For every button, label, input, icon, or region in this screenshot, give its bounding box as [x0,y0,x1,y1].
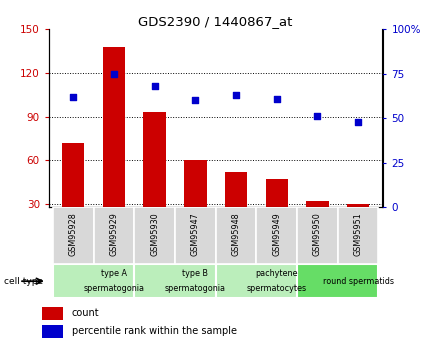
Text: cell type: cell type [4,277,43,286]
Bar [134,207,175,264]
Text: GSM95948: GSM95948 [232,213,241,256]
Bar [42,307,62,320]
Bar [256,207,297,264]
Text: GSM95949: GSM95949 [272,213,281,256]
Bar [215,207,256,264]
Bar [266,179,288,248]
Text: GSM95950: GSM95950 [313,213,322,256]
Bar [62,143,85,248]
Text: type A: type A [101,269,127,278]
Bar [103,47,125,248]
Bar [134,264,215,298]
Bar [297,264,378,298]
Bar [225,172,247,248]
Bar [42,325,62,337]
Bar [297,207,338,264]
Bar [338,207,378,264]
Bar [215,264,297,298]
Bar [306,201,329,248]
Text: GSM95951: GSM95951 [354,213,363,256]
Point [192,98,199,103]
Text: spermatogonia: spermatogonia [83,284,144,293]
Bar [144,112,166,248]
Text: GSM95929: GSM95929 [110,213,119,256]
Text: percentile rank within the sample: percentile rank within the sample [72,326,237,336]
Point [110,71,117,77]
Bar [184,160,207,248]
Text: pachytene: pachytene [255,269,298,278]
Text: round spermatids: round spermatids [323,277,394,286]
Text: spermatocytes: spermatocytes [246,284,307,293]
Text: spermatogonia: spermatogonia [165,284,226,293]
Text: type B: type B [182,269,208,278]
Point [70,94,76,100]
Text: GSM95947: GSM95947 [191,213,200,256]
Text: GSM95930: GSM95930 [150,213,159,256]
Point [273,96,280,101]
Point [355,119,362,125]
Bar [53,264,134,298]
Point [314,114,321,119]
Point [151,83,158,89]
Bar [94,207,134,264]
Bar [347,204,369,248]
Text: count: count [72,308,99,318]
Bar [53,207,94,264]
Text: GSM95928: GSM95928 [69,213,78,256]
Bar [175,207,215,264]
Point [232,92,239,98]
Title: GDS2390 / 1440867_at: GDS2390 / 1440867_at [139,15,293,28]
